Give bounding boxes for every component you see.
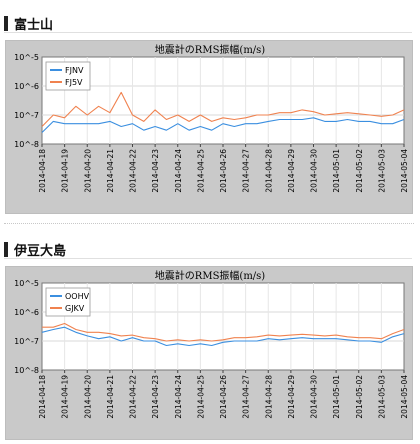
x-tick-label: 2014-04-29 [287, 375, 296, 419]
y-tick-label: 10^-8 [14, 366, 39, 375]
x-tick-label: 2014-04-21 [106, 149, 115, 193]
x-tick-label: 2014-04-18 [38, 149, 47, 193]
y-tick-label: 10^-6 [14, 82, 39, 91]
x-tick-label: 2014-04-19 [61, 375, 70, 419]
legend: FJNV FJ5V [45, 61, 91, 91]
x-tick-label: 2014-04-21 [106, 375, 115, 419]
legend: OOHV GJKV [45, 287, 91, 317]
x-tick-label: 2014-04-18 [38, 375, 47, 419]
section-divider [4, 223, 414, 224]
x-tick-label: 2014-05-01 [332, 375, 341, 419]
legend-label: GJKV [65, 304, 85, 313]
x-tick-label: 2014-04-24 [174, 149, 183, 193]
heading-marker [4, 16, 8, 31]
section-heading-fuji: 富士山 [4, 14, 412, 33]
legend-box [45, 287, 91, 317]
y-tick-label: 10^-7 [14, 337, 39, 346]
section-heading-izu-oshima: 伊豆大島 [4, 240, 412, 259]
heading-marker [4, 242, 8, 257]
chart-title: 地震計のRMS振幅(m/s) [155, 43, 266, 56]
x-tick-label: 2014-04-29 [287, 149, 296, 193]
x-tick-label: 2014-04-20 [83, 375, 92, 419]
x-tick-label: 2014-05-02 [355, 375, 364, 419]
x-tick-label: 2014-04-25 [196, 375, 205, 419]
series-line-fjnv [41, 117, 405, 133]
legend-box [45, 61, 91, 91]
legend-label: OOHV [65, 292, 90, 301]
x-tick-label: 2014-04-26 [219, 149, 228, 193]
chart-title: 地震計のRMS振幅(m/s) [155, 269, 266, 282]
y-tick-label: 10^-7 [14, 111, 39, 120]
x-tick-label: 2014-04-28 [264, 149, 273, 193]
legend-label: FJ5V [65, 78, 83, 87]
x-tick-label: 2014-04-30 [310, 149, 319, 193]
x-tick-label: 2014-04-19 [61, 149, 70, 193]
x-tick-label: 2014-04-24 [174, 375, 183, 419]
x-tick-label: 2014-04-25 [196, 149, 205, 193]
x-tick-label: 2014-05-04 [400, 375, 409, 419]
x-tick-label: 2014-04-27 [242, 149, 251, 193]
chart-panel-izu-oshima: 地震計のRMS振幅(m/s) 10^-5 10^-6 10^-7 10^-8 2014-0… [5, 266, 413, 440]
rms-chart-fuji: 地震計のRMS振幅(m/s)10^-510^-610^-710^-82014-0… [14, 43, 409, 193]
x-tick-label: 2014-04-27 [242, 375, 251, 419]
x-tick-label: 2014-04-23 [151, 149, 160, 193]
y-tick-label: 10^-8 [14, 140, 39, 149]
x-tick-label: 2014-04-26 [219, 375, 228, 419]
x-tick-label: 2014-04-22 [129, 149, 138, 193]
legend-label: FJNV [65, 66, 84, 75]
y-tick-label: 10^-6 [14, 308, 39, 317]
series-line-fj5v [41, 91, 405, 127]
x-tick-label: 2014-05-03 [377, 149, 386, 193]
y-tick-label: 10^-5 [14, 53, 39, 62]
section-title-izu-oshima: 伊豆大島 [14, 244, 67, 259]
x-tick-label: 2014-05-02 [355, 149, 364, 193]
x-tick-label: 2014-05-04 [400, 149, 409, 193]
rms-chart-izu-oshima: 地震計のRMS振幅(m/s)10^-510^-610^-710^-82014-0… [14, 269, 409, 419]
series-line-gjkv [42, 322, 405, 342]
x-tick-label: 2014-04-20 [83, 149, 92, 193]
x-tick-label: 2014-04-28 [264, 375, 273, 419]
x-tick-label: 2014-05-01 [332, 149, 341, 193]
y-tick-label: 10^-5 [14, 279, 39, 288]
chart-panel-fuji: 地震計のRMS振幅(m/s) 10^-5 10^-6 10^-7 10^-8 2014-0… [5, 40, 413, 214]
x-tick-label: 2014-04-23 [151, 375, 160, 419]
x-tick-label: 2014-05-03 [377, 375, 386, 419]
x-tick-label: 2014-04-30 [310, 375, 319, 419]
section-title-fuji: 富士山 [14, 18, 54, 33]
x-tick-label: 2014-04-22 [129, 375, 138, 419]
series-line-oohv [41, 326, 405, 347]
